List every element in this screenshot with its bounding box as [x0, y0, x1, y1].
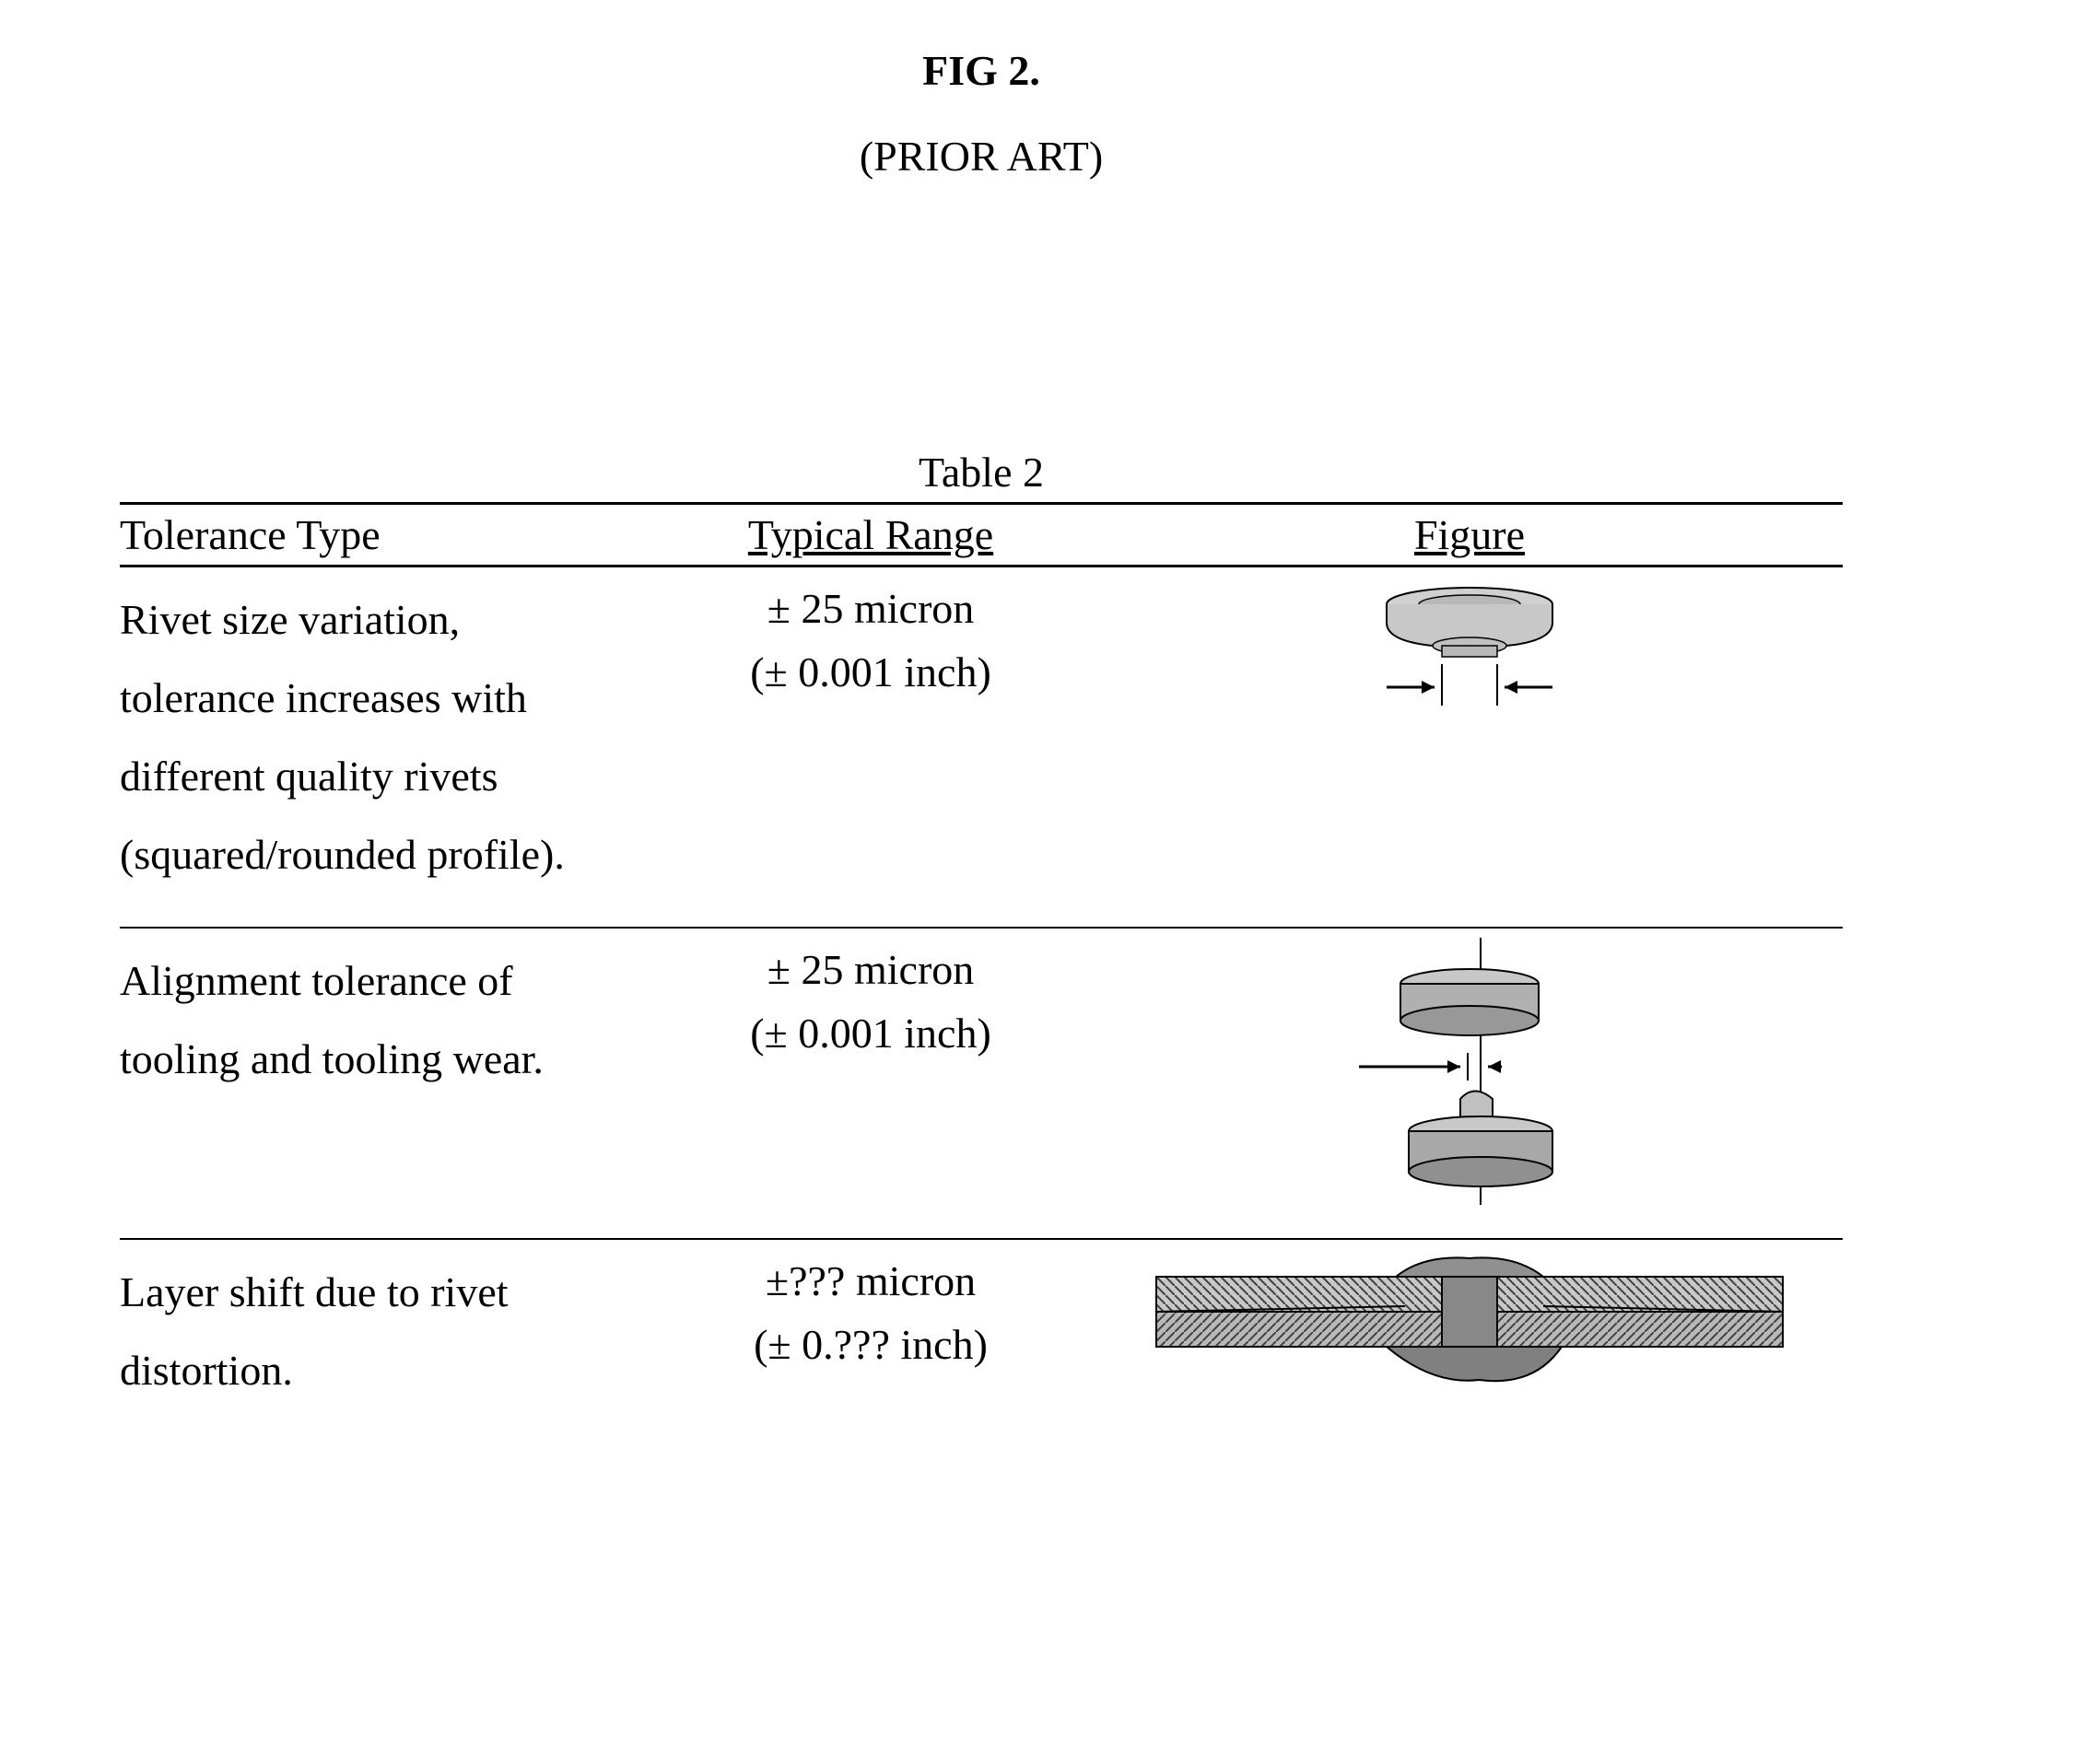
- cell-typical-range: ±??? micron (± 0.??? inch): [645, 1239, 1106, 1443]
- range-line: (± 0.??? inch): [754, 1321, 988, 1368]
- range-line: (± 0.001 inch): [750, 648, 991, 695]
- type-line: (squared/rounded profile).: [120, 831, 565, 878]
- range-line: ± 25 micron: [767, 946, 975, 993]
- th-tolerance-type: Tolerance Type: [120, 504, 645, 567]
- cell-tolerance-type: Layer shift due to rivet distortion.: [120, 1239, 645, 1443]
- type-line: different quality rivets: [120, 753, 498, 800]
- type-line: tolerance increases with: [120, 674, 527, 721]
- type-line: Rivet size variation,: [120, 596, 460, 643]
- range-line: (± 0.001 inch): [750, 1010, 991, 1057]
- alignment-tolerance-icon: [1322, 938, 1617, 1205]
- th-typical-range: Typical Range: [748, 511, 993, 558]
- type-line: Layer shift due to rivet: [120, 1268, 509, 1315]
- table-caption: Table 2: [120, 448, 1843, 496]
- cell-typical-range: ± 25 micron (± 0.001 inch): [645, 567, 1106, 929]
- table-row: Layer shift due to rivet distortion. ±??…: [120, 1239, 1843, 1443]
- type-line: Alignment tolerance of: [120, 957, 513, 1004]
- table-header-row: Tolerance Type Typical Range Figure: [120, 504, 1843, 567]
- table-row: Alignment tolerance of tooling and tooli…: [120, 928, 1843, 1239]
- figure-subtitle: (PRIOR ART): [120, 132, 1843, 181]
- cell-figure: [1106, 928, 1843, 1239]
- table-row: Rivet size variation, tolerance increase…: [120, 567, 1843, 929]
- cell-tolerance-type: Rivet size variation, tolerance increase…: [120, 567, 645, 929]
- table-2: Table 2 Tolerance Type Typical Range Fig…: [120, 448, 1843, 1443]
- rivet-size-icon: [1331, 577, 1608, 733]
- cell-tolerance-type: Alignment tolerance of tooling and tooli…: [120, 928, 645, 1239]
- layer-shift-icon: [1147, 1249, 1792, 1406]
- figure-title: FIG 2.: [120, 46, 1843, 95]
- type-line: distortion.: [120, 1347, 293, 1394]
- page: FIG 2. (PRIOR ART) Table 2 Tolerance Typ…: [120, 0, 1843, 1443]
- type-line: tooling and tooling wear.: [120, 1035, 544, 1082]
- cell-typical-range: ± 25 micron (± 0.001 inch): [645, 928, 1106, 1239]
- tolerance-table: Tolerance Type Typical Range Figure Rive…: [120, 502, 1843, 1443]
- range-line: ±??? micron: [766, 1257, 976, 1304]
- cell-figure: [1106, 1239, 1843, 1443]
- th-figure: Figure: [1414, 511, 1525, 558]
- cell-figure: [1106, 567, 1843, 929]
- range-line: ± 25 micron: [767, 585, 975, 632]
